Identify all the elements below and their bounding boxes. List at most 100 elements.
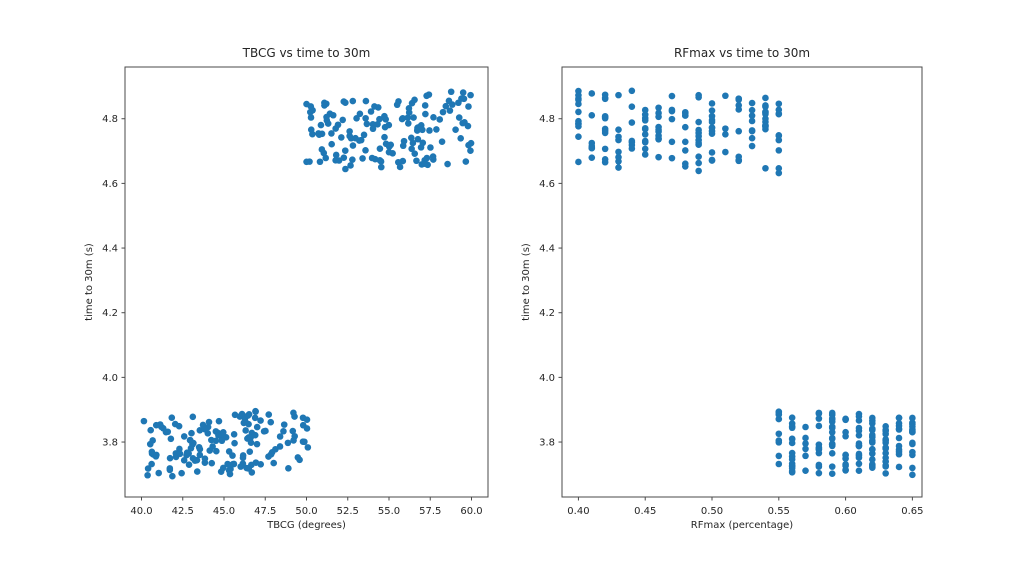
data-point [410,114,417,121]
data-point [167,435,175,443]
data-point [882,444,889,451]
data-point [144,471,151,479]
data-point [328,130,335,137]
y-tick-label: 4.4 [539,244,555,255]
data-point [895,450,903,458]
data-point [775,165,783,172]
data-point [421,102,429,109]
data-point [775,147,783,154]
data-point [411,150,419,157]
data-point [253,423,261,431]
data-point [695,159,702,167]
data-point [381,112,388,120]
data-point [187,444,195,452]
data-point [815,449,823,457]
data-point [641,111,649,118]
data-point [655,153,662,161]
data-point [285,465,292,472]
data-point [317,121,325,129]
data-point [628,119,636,126]
data-point [426,127,433,134]
data-point [166,454,174,462]
data-point [360,131,368,139]
data-point [748,106,756,114]
data-point [419,139,427,147]
data-point [735,127,743,135]
x-tick-label: 55.0 [378,506,400,517]
data-point [775,430,783,438]
data-point [641,151,649,158]
data-point [265,411,273,418]
data-point [322,154,330,162]
data-point [695,94,702,101]
data-point [588,144,596,152]
x-tick-label: 0.40 [567,506,589,517]
data-point [588,90,596,97]
data-point [421,160,428,167]
data-point [393,101,401,109]
data-point [299,414,307,422]
data-point [641,124,649,132]
data-point [339,116,347,124]
data-point [446,107,454,114]
data-point [462,158,470,165]
data-point [180,457,188,464]
data-point [895,414,903,422]
data-point [341,147,349,154]
data-point [196,451,204,459]
data-point [802,423,809,431]
data-point [802,445,809,453]
data-point [895,425,903,433]
data-point [722,92,729,100]
data-point [828,415,836,422]
data-point [265,453,272,460]
data-point [193,468,201,475]
data-point [439,108,447,116]
data-point [882,435,889,443]
data-point [404,120,412,127]
data-point [869,464,876,471]
data-point [294,454,302,461]
x-tick-label: 0.50 [701,506,723,517]
data-point [359,155,366,162]
data-point [376,115,383,123]
y-tick-label: 4.2 [102,308,118,319]
data-point [775,169,783,177]
data-point [748,134,756,142]
data-point [369,125,377,133]
data-point [842,455,849,462]
data-point [842,467,849,474]
data-point [615,164,622,171]
data-point [245,411,253,418]
data-point [257,417,264,424]
data-point [628,87,636,95]
plot-title: TBCG vs time to 30m [242,46,371,60]
data-point [307,126,315,133]
data-point [655,132,662,140]
data-point [340,98,348,105]
data-point [268,449,276,456]
data-point [455,114,463,121]
data-point [748,112,756,119]
data-point [909,439,916,447]
y-tick-label: 4.6 [539,179,555,190]
data-point [681,112,689,119]
data-point [247,439,255,447]
data-point [708,100,716,107]
data-point [215,417,223,425]
data-point [628,145,636,152]
data-point [681,147,689,154]
data-point [735,106,743,113]
data-point [188,429,195,437]
data-point [708,124,716,132]
data-point [828,428,836,436]
data-point [251,431,259,439]
data-point [362,114,369,122]
x-tick-label: 47.5 [254,506,276,517]
data-point [324,120,332,127]
data-point [183,451,190,459]
data-point [186,436,194,444]
data-point [695,126,702,134]
data-point [144,465,152,472]
